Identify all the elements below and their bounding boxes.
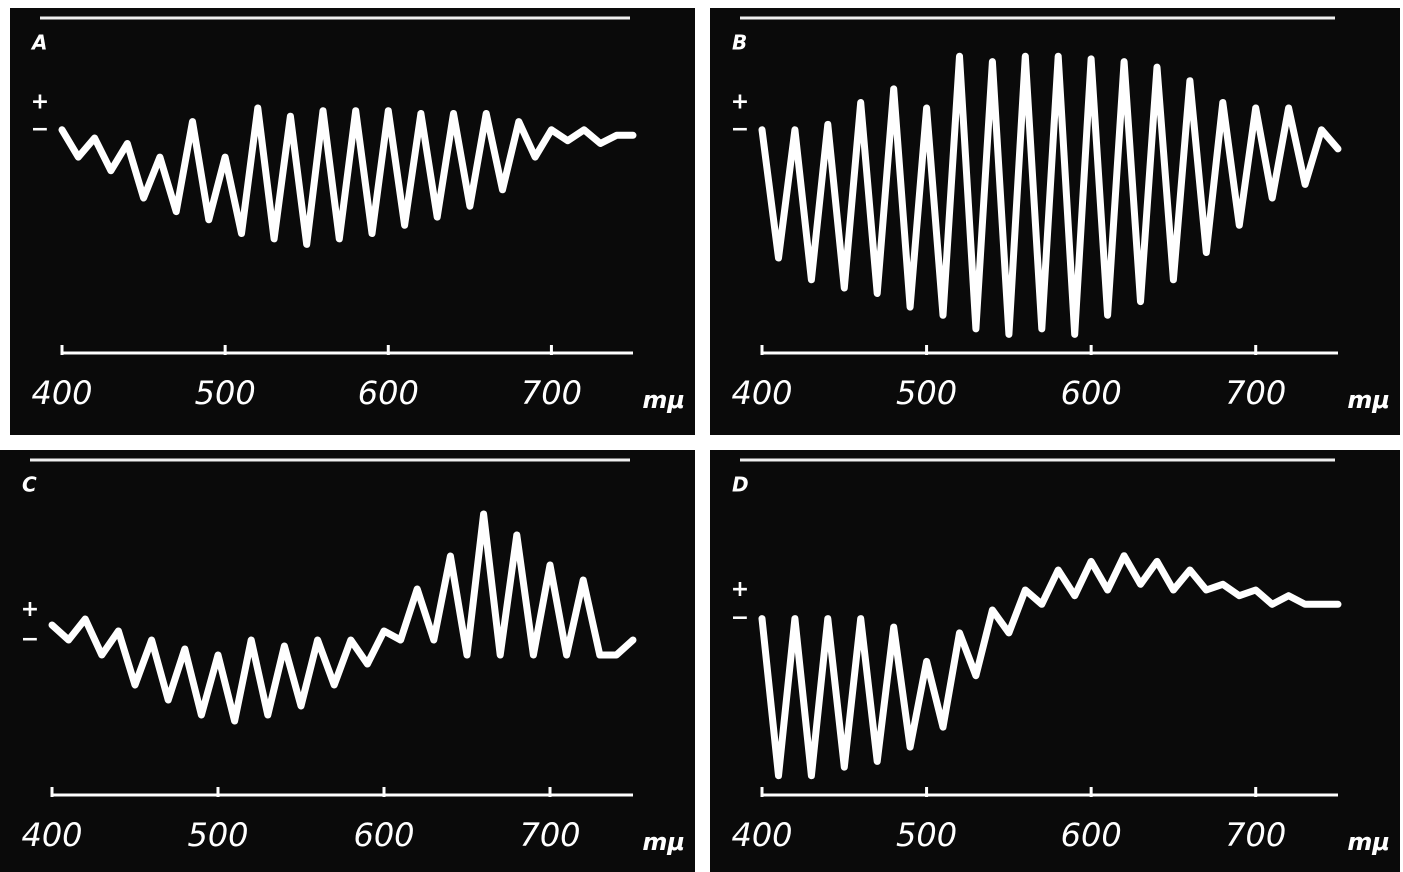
panel-letter: A: [30, 31, 47, 55]
x-tick-label: 600: [353, 816, 414, 854]
x-axis-label: mμ: [642, 828, 685, 856]
spectrum-trace: [48, 510, 637, 725]
panel: A +− 400 500 600 700 mμ: [10, 8, 695, 435]
x-tick-label: 600: [358, 374, 419, 412]
y-tick-label: −: [731, 117, 749, 142]
y-tick-label: −: [31, 117, 49, 142]
x-axis-label: mμ: [642, 386, 685, 414]
panel: C + − 400 500 600 700 mμ: [0, 450, 695, 872]
x-tick-label: 600: [1061, 374, 1122, 412]
y-tick-label: +: [731, 90, 749, 115]
x-tick-label: 500: [195, 374, 256, 412]
x-axis-label: mμ: [1347, 828, 1390, 856]
panel-background: [10, 8, 695, 435]
x-tick-label: 400: [21, 816, 82, 854]
x-tick-label: 700: [521, 374, 582, 412]
panel: D + − 400 500 600 700 mμ: [710, 450, 1400, 872]
y-tick-label: −: [21, 627, 39, 652]
panel-letter: C: [22, 473, 37, 497]
panel: B +− 400 500 600 700 mμ: [710, 8, 1400, 435]
panel-background: [0, 450, 695, 872]
spectrum-trace: [758, 52, 1342, 338]
y-tick-label: +: [31, 90, 49, 115]
spectrum-trace: [58, 104, 637, 248]
x-tick-label: 700: [519, 816, 580, 854]
panel-background: [710, 450, 1400, 872]
panel-letter: B: [732, 31, 747, 55]
x-tick-label: 700: [1225, 816, 1286, 854]
x-tick-label: 400: [31, 374, 92, 412]
x-axis-label: mμ: [1347, 386, 1390, 414]
y-tick-label: +: [21, 597, 39, 622]
x-tick-label: 500: [896, 374, 957, 412]
spectrum-trace: [758, 552, 1342, 780]
x-tick-label: 500: [187, 816, 248, 854]
panel-letter: D: [732, 473, 749, 497]
x-tick-label: 700: [1225, 374, 1286, 412]
x-tick-label: 400: [731, 374, 792, 412]
y-tick-label: −: [731, 606, 749, 631]
x-tick-label: 600: [1061, 816, 1122, 854]
x-tick-label: 500: [896, 816, 957, 854]
x-tick-label: 400: [731, 816, 792, 854]
y-tick-label: +: [731, 577, 749, 602]
